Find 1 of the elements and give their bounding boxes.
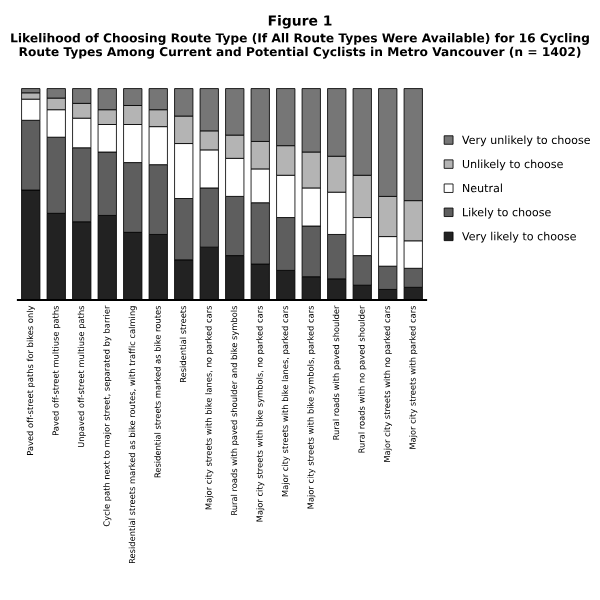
bar xyxy=(21,88,41,94)
